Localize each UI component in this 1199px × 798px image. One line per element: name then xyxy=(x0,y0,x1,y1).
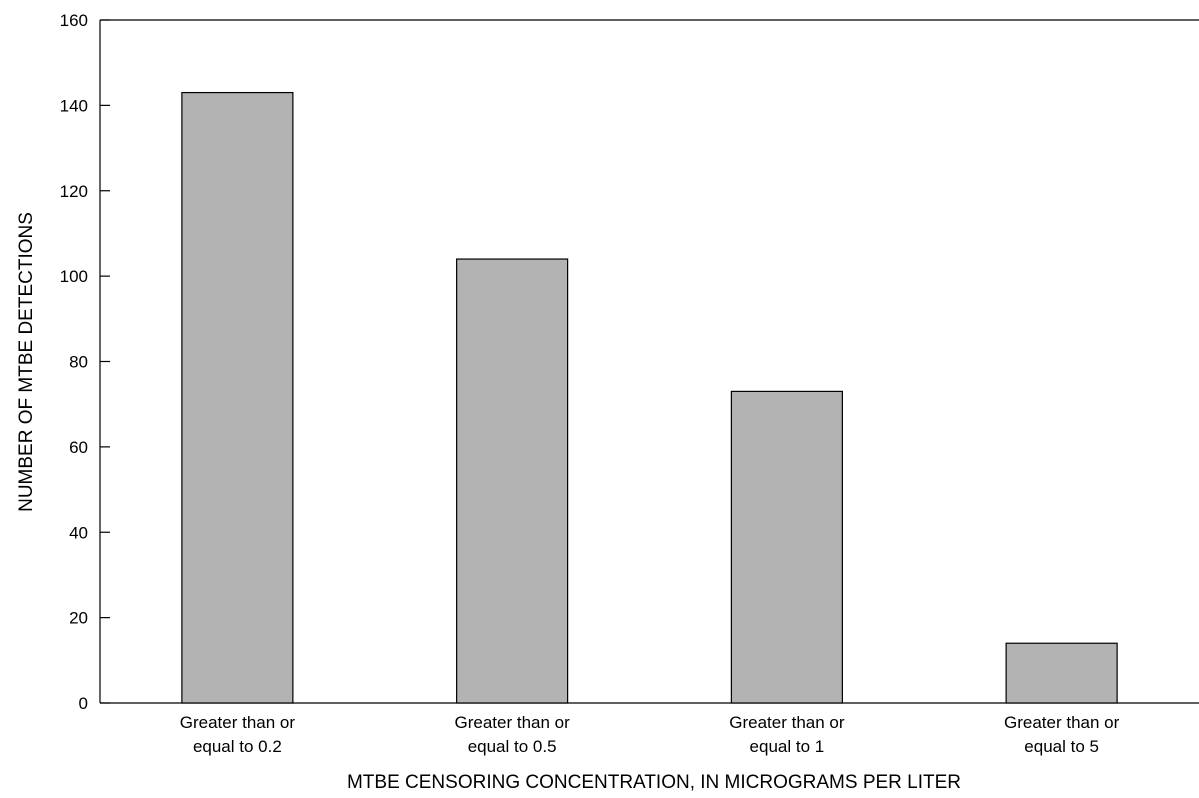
bar xyxy=(181,91,294,704)
y-tick-label: 80 xyxy=(69,353,88,372)
bar xyxy=(730,390,843,704)
y-tick-label: 40 xyxy=(69,523,88,542)
bar xyxy=(456,258,569,704)
x-tick-label: equal to 0.2 xyxy=(193,737,282,756)
x-tick-label: Greater than or xyxy=(180,713,296,732)
x-tick-label: Greater than or xyxy=(1004,713,1120,732)
bar xyxy=(1005,642,1118,704)
y-tick-label: 100 xyxy=(60,267,88,286)
x-tick-label: Greater than or xyxy=(729,713,845,732)
x-tick-label: equal to 5 xyxy=(1024,737,1099,756)
y-axis: 0 20 40 60 80 100 120 140 160 xyxy=(60,11,110,713)
y-tick-label: 160 xyxy=(60,11,88,30)
y-tick-label: 140 xyxy=(60,96,88,115)
x-tick-label: equal to 0.5 xyxy=(468,737,557,756)
x-axis-title: MTBE CENSORING CONCENTRATION, IN MICROGR… xyxy=(347,772,961,793)
y-tick-label: 120 xyxy=(60,182,88,201)
y-axis-title: NUMBER OF MTBE DETECTIONS xyxy=(16,212,37,512)
x-tick-label: Greater than or xyxy=(454,713,570,732)
x-tick-label: equal to 1 xyxy=(750,737,825,756)
y-tick-label: 0 xyxy=(79,694,88,713)
y-tick-label: 20 xyxy=(69,609,88,628)
bars xyxy=(181,91,1118,704)
y-tick-label: 60 xyxy=(69,438,88,457)
x-axis: Greater than or equal to 0.2 Greater than … xyxy=(180,713,1120,756)
